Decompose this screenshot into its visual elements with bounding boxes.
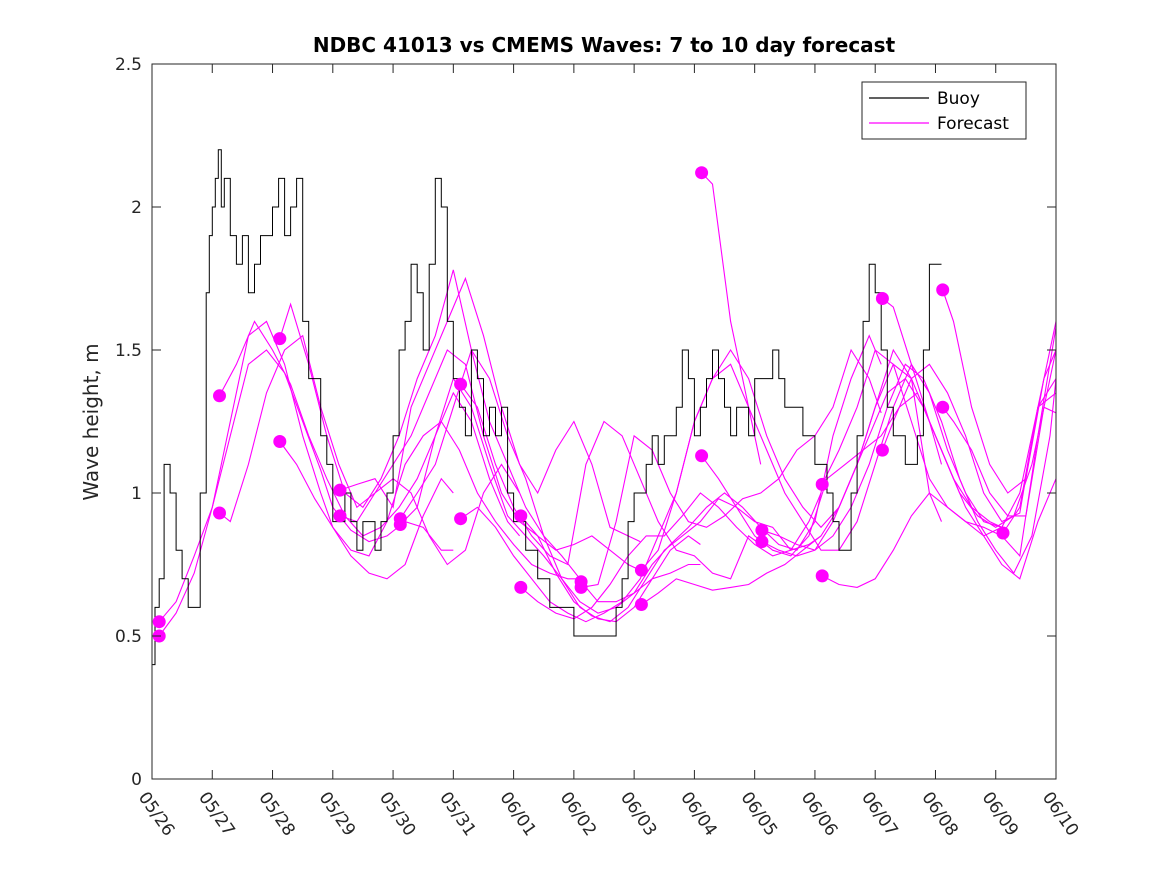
y-axis-label: Wave height, m xyxy=(79,343,103,500)
forecast-line-18 xyxy=(701,172,1002,551)
buoy-line xyxy=(152,149,942,666)
forecast-line-19 xyxy=(701,392,1003,557)
forecast-line-7 xyxy=(339,349,641,571)
plot-area xyxy=(152,149,1056,666)
axes-box xyxy=(151,63,1057,780)
legend: Buoy Forecast xyxy=(861,81,1027,140)
chart-title: NDBC 41013 vs CMEMS Waves: 7 to 10 day f… xyxy=(313,33,896,57)
forecast-start-marker-4 xyxy=(273,332,287,346)
forecast-start-marker-26 xyxy=(936,283,950,297)
forecast-start-marker-3 xyxy=(213,506,226,520)
legend-buoy-label: Buoy xyxy=(937,89,980,109)
plot-series xyxy=(152,149,1056,666)
forecast-line-11 xyxy=(460,363,762,623)
forecast-start-marker-23 xyxy=(815,569,829,583)
forecast-line-24 xyxy=(882,298,1056,580)
y-tick-label-0: 0 xyxy=(131,770,142,790)
forecast-start-marker-2 xyxy=(213,389,226,403)
forecast-start-marker-15 xyxy=(574,580,588,594)
forecast-line-15 xyxy=(581,348,882,588)
forecast-line-0 xyxy=(158,349,454,623)
forecast-start-marker-0 xyxy=(152,615,166,629)
forecast-line-16 xyxy=(640,348,943,571)
forecast-line-17 xyxy=(641,363,943,605)
forecast-start-marker-12 xyxy=(514,509,528,523)
forecast-line-3 xyxy=(219,334,521,566)
forecast-start-marker-6 xyxy=(333,483,347,497)
y-tick-label-3: 1.5 xyxy=(115,341,142,361)
forecast-line-21 xyxy=(761,349,1056,557)
forecast-start-marker-25 xyxy=(875,443,889,457)
forecast-start-marker-17 xyxy=(634,598,648,611)
forecast-start-marker-16 xyxy=(634,563,648,577)
forecast-start-marker-27 xyxy=(936,400,950,414)
forecast-start-marker-19 xyxy=(695,449,709,463)
y-tick-label-1: 0.5 xyxy=(115,627,142,647)
forecast-start-marker-28 xyxy=(996,526,1010,540)
forecast-line-10 xyxy=(460,383,762,580)
forecast-start-marker-13 xyxy=(514,580,528,594)
y-tick-label-4: 2 xyxy=(131,198,142,218)
forecast-start-marker-10 xyxy=(454,377,468,391)
forecast-line-4 xyxy=(279,269,581,580)
forecast-line-1 xyxy=(158,320,454,637)
forecast-start-marker-20 xyxy=(755,523,769,537)
forecast-line-14 xyxy=(580,334,882,603)
forecast-line-2 xyxy=(219,320,521,537)
forecast-start-marker-21 xyxy=(755,535,769,549)
forecast-start-marker-22 xyxy=(815,477,829,491)
legend-box xyxy=(861,81,1027,140)
forecast-line-22 xyxy=(821,327,1056,558)
y-tick-label-5: 2.5 xyxy=(115,55,142,75)
legend-forecast-label: Forecast xyxy=(937,114,1009,134)
forecast-line-20 xyxy=(761,363,1056,575)
forecast-line-28 xyxy=(1002,321,1056,534)
forecast-line-5 xyxy=(279,420,580,580)
forecast-start-marker-5 xyxy=(273,435,287,448)
y-tick-label-2: 1 xyxy=(131,484,142,504)
forecast-start-marker-9 xyxy=(393,518,407,531)
forecast-line-23 xyxy=(821,378,1056,588)
forecast-start-marker-24 xyxy=(875,292,889,305)
forecast-start-marker-11 xyxy=(454,512,468,526)
forecast-line-12 xyxy=(520,498,822,623)
forecast-line-6 xyxy=(339,276,641,543)
forecast-line-13 xyxy=(520,492,822,620)
forecast-start-marker-7 xyxy=(333,509,347,523)
forecast-line-27 xyxy=(942,406,1056,517)
forecast-start-marker-18 xyxy=(695,166,709,180)
